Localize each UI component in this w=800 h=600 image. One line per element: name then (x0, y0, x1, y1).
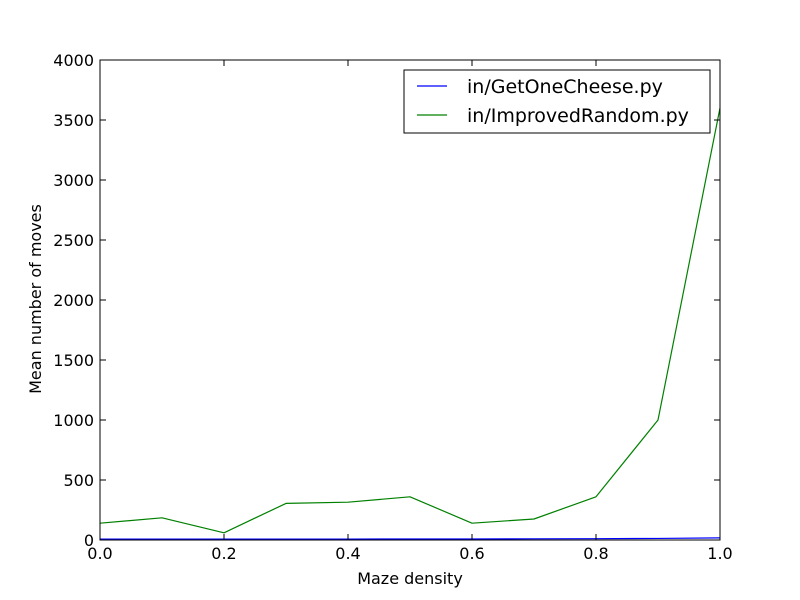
y-tick-label: 1000 (53, 411, 94, 430)
y-tick-label: 500 (63, 471, 94, 490)
x-tick-label: 0.0 (87, 544, 112, 563)
y-tick-label: 3500 (53, 111, 94, 130)
legend-label-improvedrandom: in/ImprovedRandom.py (467, 105, 689, 127)
y-tick-label: 1500 (53, 351, 94, 370)
axes: 0.0 0.2 0.4 0.6 0.8 1.0 0 500 1000 1500 2000 2500 30… (53, 51, 732, 563)
legend: in/GetOneCheese.py in/ImprovedRandom.py (403, 69, 711, 134)
y-tick-label: 2500 (53, 231, 94, 250)
x-tick-label: 0.2 (211, 544, 236, 563)
y-tick-label: 3000 (53, 171, 94, 190)
x-tick-label: 1.0 (707, 544, 732, 563)
x-axis-label: Maze density (357, 569, 463, 588)
legend-frame (403, 69, 711, 134)
y-tick-label: 4000 (53, 51, 94, 70)
series-line-1 (99, 107, 721, 534)
legend-label-getonecheese: in/GetOneCheese.py (467, 76, 663, 98)
series-line-0 (100, 537, 721, 540)
x-tick-label: 0.6 (459, 544, 484, 563)
x-tick-label: 0.8 (583, 544, 608, 563)
y-axis-label: Mean number of moves (26, 204, 45, 394)
x-tick-label: 0.4 (335, 544, 360, 563)
y-tick-label: 0 (84, 531, 94, 550)
plot-area (99, 107, 721, 540)
y-tick-label: 2000 (53, 291, 94, 310)
